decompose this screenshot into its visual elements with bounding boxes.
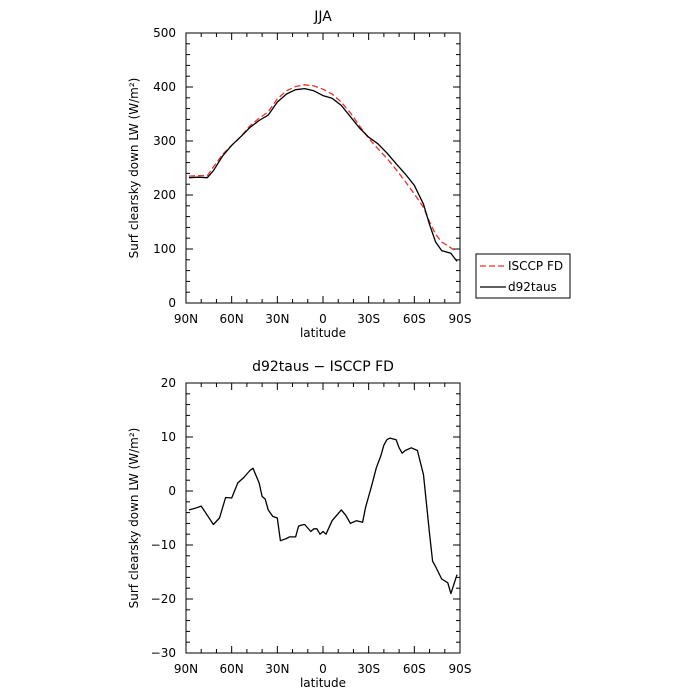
series-line-d92taus	[188, 87, 458, 262]
x-tick-label: 60S	[403, 312, 426, 326]
x-tick-label: 0	[319, 662, 327, 676]
x-tick-label: 30S	[357, 662, 380, 676]
x-tick-label: 60N	[220, 662, 244, 676]
x-tick-label: 30N	[265, 662, 289, 676]
x-tick-label: 90S	[449, 662, 472, 676]
y-tick-label: −30	[151, 646, 176, 660]
x-tick-label: 90N	[174, 662, 198, 676]
x-tick-label: 30S	[357, 312, 380, 326]
chart-title: d92taus − ISCCP FD	[252, 359, 394, 375]
x-tick-label: 90S	[449, 312, 472, 326]
legend: ISCCP FD d92taus	[475, 253, 571, 299]
legend-label: d92taus	[508, 280, 557, 294]
y-tick-label: −10	[151, 538, 176, 552]
x-axis-label: latitude	[300, 326, 346, 340]
y-tick-label: 200	[153, 188, 176, 202]
y-tick-label: 20	[161, 376, 176, 390]
y-tick-label: 0	[168, 484, 176, 498]
legend-label: ISCCP FD	[508, 259, 563, 273]
plot-frame	[185, 32, 461, 304]
x-axis-label: latitude	[300, 676, 346, 690]
y-tick-label: 10	[161, 430, 176, 444]
x-tick-label: 60N	[220, 312, 244, 326]
chart-panel-2: d92taus − ISCCP FD 90N 60N 30N 0 30S 60S 90S lat…	[127, 359, 471, 690]
y-axis-label: Surf clearsky down LW (W/m²)	[127, 428, 141, 609]
y-axis-label: Surf clearsky down LW (W/m²)	[127, 78, 141, 259]
y-tick-label: 0	[168, 296, 176, 310]
x-tick-label: 0	[319, 312, 327, 326]
x-tick-label: 60S	[403, 662, 426, 676]
y-tick-label: 500	[153, 26, 176, 40]
y-tick-label: 100	[153, 242, 176, 256]
chart-title: JJA	[313, 9, 332, 25]
y-tick-label: 400	[153, 80, 176, 94]
series-line-isccp-fd	[188, 84, 458, 253]
plot-frame	[185, 382, 461, 654]
x-tick-label: 30N	[265, 312, 289, 326]
series-line-difference	[188, 437, 458, 595]
y-tick-label: 300	[153, 134, 176, 148]
legend-box	[475, 253, 571, 299]
x-tick-label: 90N	[174, 312, 198, 326]
y-tick-label: −20	[151, 592, 176, 606]
